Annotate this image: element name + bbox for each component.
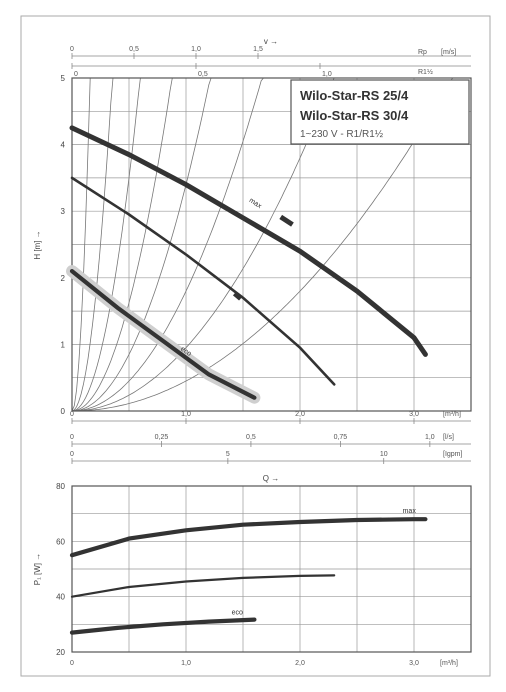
flow-axis-tick-label: 0,5 <box>246 434 256 441</box>
head-series-line <box>70 176 336 386</box>
power-x-ticks: 0 1,0 2,0 3,0 <box>70 660 419 667</box>
flow-axis-tick-label: 0 <box>70 451 74 458</box>
head-series-line <box>69 269 257 400</box>
model-legend-box <box>290 79 470 145</box>
velocity-ticks-top: 0 0,5 1,0 1,5 <box>70 46 263 59</box>
model-supply-spec: 1~230 V - R1/R1½ <box>300 129 384 140</box>
flow-axis-igpm: 0 5 10 [Igpm] <box>70 451 471 464</box>
flow-axis-tick-label: 3,0 <box>409 411 419 418</box>
system-curve <box>72 77 462 412</box>
power-y-axis-label: P₁ [W] → <box>33 553 42 585</box>
head-plot-frame <box>71 77 472 412</box>
power-y-tick-label: 40 <box>56 593 65 602</box>
power-y-ticks: 20 40 60 80 <box>56 482 65 657</box>
power-x-tick-label: 1,0 <box>181 660 191 667</box>
head-y-ticks: 0 1 2 3 4 5 <box>61 74 66 416</box>
system-curve <box>72 77 266 412</box>
flow-axis-tick-label: 10 <box>380 451 388 458</box>
power-x-tick-label: 3,0 <box>409 660 419 667</box>
head-y-tick-label: 1 <box>61 340 66 349</box>
head-y-tick-label: 5 <box>61 74 66 83</box>
flow-axis-unit: [m³/h] <box>443 411 461 418</box>
power-series-line <box>69 517 428 558</box>
velocity-tick-top-label: 0,5 <box>129 46 139 53</box>
power-y-tick-label: 60 <box>56 537 65 546</box>
system-curve <box>71 77 141 412</box>
power-y-tick-label: 80 <box>56 482 65 491</box>
head-y-tick-label: 3 <box>61 207 66 216</box>
flow-axis-tick-label: 0,25 <box>155 434 169 441</box>
head-y-tick-label: 0 <box>61 407 66 416</box>
head-series-line <box>69 125 428 357</box>
max-marker <box>279 214 294 227</box>
flow-axis-ls: 0 0,25 0,5 0,75 1,0 [l/s] <box>70 434 471 447</box>
flow-axis-tick-label: 1,0 <box>181 411 191 418</box>
velocity-label-rp: Rp <box>418 49 427 56</box>
velocity-tick-bottom-label: 0 <box>74 71 78 78</box>
flow-axis-tick-label: 5 <box>226 451 230 458</box>
system-curve <box>71 77 114 412</box>
power-y-tick-label: 20 <box>56 648 65 657</box>
system-curve <box>72 77 341 412</box>
system-curve <box>71 77 91 412</box>
power-series-label-eco: eco <box>232 609 243 616</box>
flow-axis-tick-label: 1,0 <box>425 434 435 441</box>
power-series-line <box>70 574 336 598</box>
head-y-tick-label: 2 <box>61 274 66 283</box>
velocity-tick-bottom-label: 1,0 <box>322 71 332 78</box>
mid-marker <box>232 291 243 301</box>
velocity-tick-top-label: 1,5 <box>253 46 263 53</box>
flow-axis-tick-label: 0,75 <box>334 434 348 441</box>
velocity-axis-title: v → <box>264 37 278 46</box>
power-series-label-max: max <box>403 508 417 515</box>
power-x-unit: [m³/h] <box>440 660 458 667</box>
power-series: max eco <box>69 508 428 635</box>
model-name-25-4: Wilo-Star-RS 25/4 <box>300 88 409 103</box>
power-plot-frame <box>71 485 472 653</box>
head-y-tick-label: 4 <box>61 141 66 150</box>
velocity-label-r1half: R1½ <box>418 68 433 76</box>
velocity-tick-top-label: 0 <box>70 46 74 53</box>
power-x-tick-label: 2,0 <box>295 660 305 667</box>
velocity-ticks-bottom: 0 0,5 1,0 <box>71 63 332 78</box>
flow-axis-tick-label: 0 <box>70 434 74 441</box>
flow-axis-tick-label: 0 <box>70 411 74 418</box>
velocity-tick-top-label: 1,0 <box>191 46 201 53</box>
flow-axis-unit: [Igpm] <box>443 451 463 458</box>
power-series-line <box>69 617 257 635</box>
power-chart-title: Q → <box>263 474 279 483</box>
flow-axis-unit: [l/s] <box>443 434 454 441</box>
flow-axis-m3h: 0 1,0 2,0 3,0 [m³/h] <box>70 411 471 424</box>
model-name-30-4: Wilo-Star-RS 30/4 <box>300 108 409 123</box>
head-y-axis-label: H [m] → <box>33 230 42 259</box>
velocity-tick-bottom-label: 0,5 <box>198 71 208 78</box>
power-x-tick-label: 0 <box>70 660 74 667</box>
velocity-unit: [m/s] <box>441 49 456 56</box>
flow-axis-tick-label: 2,0 <box>295 411 305 418</box>
